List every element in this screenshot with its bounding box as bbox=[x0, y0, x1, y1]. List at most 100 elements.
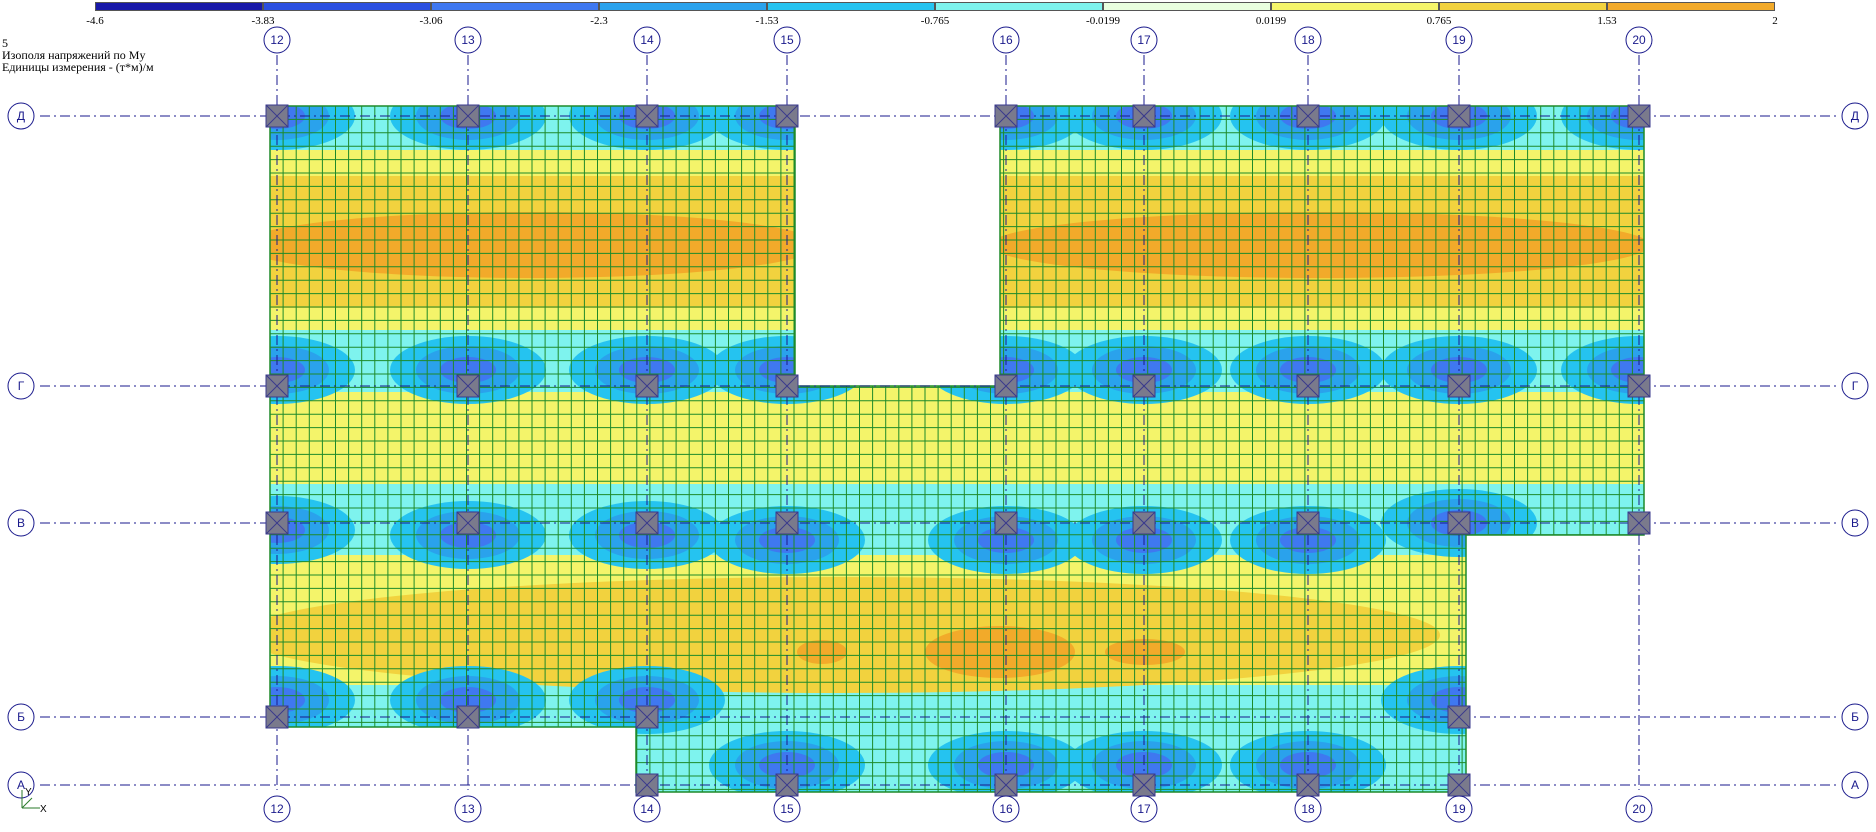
svg-text:17: 17 bbox=[1137, 802, 1151, 816]
column-axis-marker-bottom: 13 bbox=[454, 795, 482, 823]
svg-text:19: 19 bbox=[1452, 802, 1466, 816]
grid-axes bbox=[40, 55, 1836, 790]
legend-value: 0.0199 bbox=[1255, 15, 1287, 27]
support-column bbox=[265, 374, 289, 398]
support-column bbox=[456, 705, 480, 729]
svg-text:18: 18 bbox=[1301, 802, 1315, 816]
legend-value: -3.06 bbox=[419, 15, 443, 27]
legend-swatch bbox=[1607, 2, 1775, 11]
column-axis-marker-bottom: 19 bbox=[1445, 795, 1473, 823]
row-axis-marker-right: Г bbox=[1841, 372, 1869, 400]
row-axis-marker-left: В bbox=[7, 509, 35, 537]
support-column bbox=[1627, 374, 1651, 398]
row-axis-marker-right: Д bbox=[1841, 102, 1869, 130]
column-axis-marker-top: 17 bbox=[1130, 26, 1158, 54]
support-column bbox=[1132, 104, 1156, 128]
support-column bbox=[265, 705, 289, 729]
support-column bbox=[635, 773, 659, 797]
field-band-max bbox=[270, 212, 820, 278]
units-label: Единицы измерения - (т*м)/м bbox=[2, 60, 154, 74]
support-column bbox=[1447, 104, 1471, 128]
coordinate-y-label: Y bbox=[25, 787, 32, 798]
support-column bbox=[1296, 511, 1320, 535]
svg-text:Б: Б bbox=[17, 710, 25, 724]
support-column bbox=[994, 104, 1018, 128]
coordinate-x-label: X bbox=[40, 804, 47, 815]
support-column bbox=[775, 104, 799, 128]
column-axis-marker-bottom: 20 bbox=[1625, 795, 1653, 823]
support-column bbox=[1627, 511, 1651, 535]
svg-text:Д: Д bbox=[1851, 109, 1859, 123]
support-column bbox=[994, 511, 1018, 535]
coordinate-system-icon bbox=[21, 790, 40, 809]
legend-swatch bbox=[431, 2, 599, 11]
svg-text:17: 17 bbox=[1137, 33, 1151, 47]
field-band-max bbox=[797, 640, 847, 664]
column-axis-marker-bottom: 14 bbox=[633, 795, 661, 823]
svg-text:14: 14 bbox=[640, 802, 654, 816]
column-axis-marker-bottom: 18 bbox=[1294, 795, 1322, 823]
field-band-max bbox=[990, 212, 1644, 278]
support-column bbox=[635, 374, 659, 398]
svg-text:18: 18 bbox=[1301, 33, 1315, 47]
row-axis-marker-left: Д bbox=[7, 102, 35, 130]
svg-text:13: 13 bbox=[461, 802, 475, 816]
column-axis-marker-bottom: 16 bbox=[992, 795, 1020, 823]
legend-value: -1.53 bbox=[755, 15, 779, 27]
support-column bbox=[994, 374, 1018, 398]
support-column bbox=[1132, 511, 1156, 535]
legend-value: -0.0199 bbox=[1086, 15, 1120, 27]
support-column bbox=[1132, 374, 1156, 398]
support-column bbox=[1296, 104, 1320, 128]
legend-swatch bbox=[263, 2, 431, 11]
column-axis-marker-top: 14 bbox=[633, 26, 661, 54]
svg-text:12: 12 bbox=[270, 802, 284, 816]
support-column bbox=[1447, 773, 1471, 797]
legend-value: -2.3 bbox=[590, 15, 608, 27]
legend-swatch bbox=[935, 2, 1103, 11]
support-column bbox=[1447, 374, 1471, 398]
legend-swatch bbox=[1439, 2, 1607, 11]
svg-text:14: 14 bbox=[640, 33, 654, 47]
support-column bbox=[635, 511, 659, 535]
svg-text:20: 20 bbox=[1632, 33, 1646, 47]
support-column bbox=[1447, 511, 1471, 535]
support-column bbox=[1627, 104, 1651, 128]
svg-text:Г: Г bbox=[1852, 379, 1859, 393]
svg-text:12: 12 bbox=[270, 33, 284, 47]
svg-text:Д: Д bbox=[17, 109, 25, 123]
column-axis-marker-bottom: 12 bbox=[263, 795, 291, 823]
svg-text:Г: Г bbox=[18, 379, 25, 393]
column-axis-marker-top: 18 bbox=[1294, 26, 1322, 54]
row-axis-marker-left: Г bbox=[7, 372, 35, 400]
column-axis-marker-top: 12 bbox=[263, 26, 291, 54]
row-axis-marker-right: Б bbox=[1841, 703, 1869, 731]
svg-text:13: 13 bbox=[461, 33, 475, 47]
legend-swatch bbox=[1103, 2, 1271, 11]
column-axis-marker-top: 19 bbox=[1445, 26, 1473, 54]
support-column bbox=[1447, 705, 1471, 729]
legend-value: -4.6 bbox=[86, 15, 104, 27]
svg-text:16: 16 bbox=[999, 33, 1013, 47]
field-band-max bbox=[925, 626, 1075, 678]
result-title: Изополя напряжений по My bbox=[2, 48, 146, 62]
support-column bbox=[456, 374, 480, 398]
column-axis-marker-bottom: 15 bbox=[773, 795, 801, 823]
support-column bbox=[775, 773, 799, 797]
support-column bbox=[456, 511, 480, 535]
column-axis-marker-top: 16 bbox=[992, 26, 1020, 54]
legend-swatch bbox=[599, 2, 767, 11]
svg-text:15: 15 bbox=[780, 33, 794, 47]
support-column bbox=[1296, 374, 1320, 398]
support-column bbox=[1296, 773, 1320, 797]
svg-text:А: А bbox=[1851, 778, 1859, 792]
legend-value: 1.53 bbox=[1597, 15, 1617, 27]
color-scale-legend: -4.6 -3.83 -3.06 -2.3 -1.53 -0.765 -0.0199 0.01… bbox=[0, 0, 1876, 30]
svg-text:19: 19 bbox=[1452, 33, 1466, 47]
legend-swatch bbox=[767, 2, 935, 11]
legend-swatch bbox=[95, 2, 263, 11]
row-axis-marker-right: А bbox=[1841, 771, 1869, 799]
info-block: 5 Изополя напряжений по My Единицы измер… bbox=[2, 37, 154, 73]
legend-value: 2 bbox=[1772, 15, 1778, 27]
support-column bbox=[456, 104, 480, 128]
